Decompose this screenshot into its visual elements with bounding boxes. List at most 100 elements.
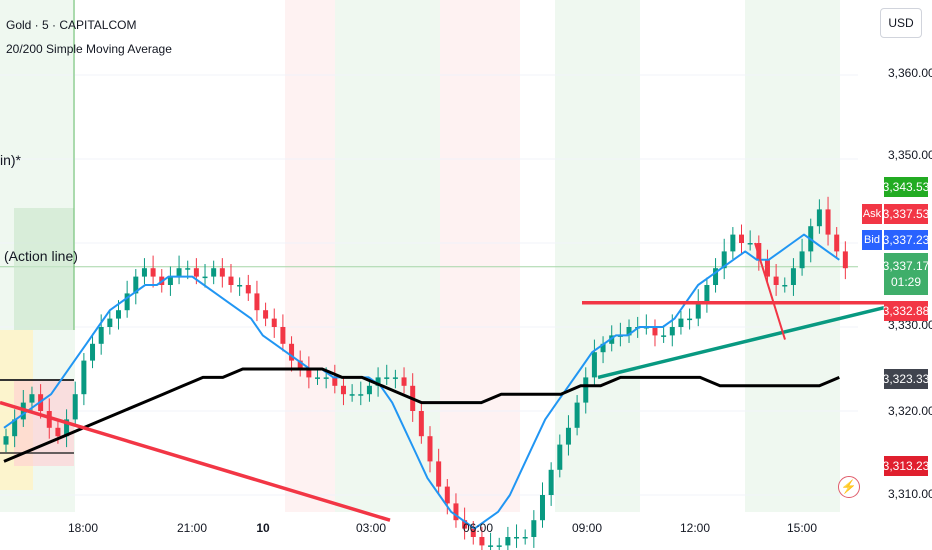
candle-body — [514, 537, 520, 539]
candle-body — [228, 276, 234, 285]
price-tick: 3,350.00 — [888, 148, 932, 162]
ma200-price-tag: 3,323.33 — [883, 369, 929, 389]
candle-body — [574, 402, 580, 428]
price-tick: 3,360.00 — [888, 66, 932, 80]
candle-body — [704, 285, 710, 302]
currency-button[interactable]: USD — [880, 8, 922, 38]
candle-body — [81, 360, 87, 395]
partial-text-drawing[interactable]: in)* — [0, 152, 22, 168]
candle-body — [661, 335, 667, 337]
candle-body — [418, 411, 424, 437]
candle-body — [505, 537, 511, 546]
candle-body — [436, 461, 442, 487]
candle-body — [133, 276, 139, 294]
candle-body — [323, 377, 329, 379]
candle-body — [46, 411, 52, 428]
teal-ascending-trendline — [597, 305, 885, 380]
candle-body — [64, 419, 70, 437]
candle-body — [479, 537, 485, 546]
candle-body — [375, 377, 381, 386]
session-backgrounds — [0, 0, 840, 512]
bid-label: Bid — [862, 230, 882, 250]
symbol-title[interactable]: Gold · 5 · CAPITALCOM — [6, 18, 137, 32]
candle-body — [90, 343, 96, 361]
candle-body — [297, 360, 303, 369]
candle-body — [462, 520, 468, 529]
candle-body — [193, 268, 199, 277]
candle-body — [583, 377, 589, 403]
candle-body — [263, 310, 269, 319]
candle-body — [834, 234, 840, 252]
candle-body — [756, 243, 762, 260]
low-price-tag: 3,313.23 — [883, 456, 929, 476]
candle-body — [695, 301, 701, 319]
candle-body — [565, 427, 571, 445]
candle-body — [55, 427, 61, 437]
candle-body — [713, 268, 719, 285]
candle-body — [340, 385, 346, 395]
action-line-label[interactable]: (Action line) — [4, 248, 78, 264]
red-line-price-tag: 3,332.88 — [883, 301, 929, 321]
time-label: 12:00 — [679, 521, 711, 535]
candle-body — [306, 369, 312, 378]
candle-body — [652, 327, 658, 336]
time-label: 21:00 — [176, 521, 208, 535]
current-price-tag: 3,337.17 01:29 — [882, 253, 930, 295]
session-band — [335, 0, 440, 512]
candle-body — [427, 436, 433, 462]
candle-body — [176, 268, 182, 277]
candle-body — [167, 276, 173, 285]
candle-body — [799, 251, 805, 269]
price-tick: 3,310.00 — [888, 487, 932, 501]
candle-body — [496, 545, 502, 547]
candle-body — [600, 343, 606, 353]
candle-body — [211, 268, 217, 277]
candle-body — [141, 268, 147, 277]
candle-body — [150, 268, 156, 277]
candle-body — [401, 377, 407, 386]
session-band — [555, 0, 640, 512]
candle-body — [557, 444, 563, 470]
candle-body — [764, 259, 770, 277]
session-band — [285, 0, 335, 512]
candle-body — [739, 234, 745, 243]
price-tick: 3,330.00 — [888, 318, 932, 332]
candle-body — [349, 394, 355, 396]
candle-body — [245, 285, 251, 294]
ask-price-tag: 3,337.53 — [883, 204, 929, 224]
moving-averages — [3, 233, 840, 530]
candle-body — [669, 327, 675, 336]
candle-body — [721, 251, 727, 269]
candle-body — [219, 268, 225, 277]
candle-body — [730, 234, 736, 252]
candle-body — [107, 318, 113, 327]
indicator-title[interactable]: 20/200 Simple Moving Average — [6, 42, 172, 56]
candle-body — [289, 343, 295, 361]
bar-countdown: 01:29 — [890, 275, 922, 289]
ma200-line — [3, 367, 840, 463]
time-label: 10 — [256, 521, 270, 535]
candle-body — [72, 394, 78, 420]
candle-body — [488, 545, 494, 547]
lightning-icon[interactable]: ⚡ — [838, 476, 860, 498]
time-label: 18:00 — [67, 521, 99, 535]
ask-label: Ask — [862, 204, 882, 224]
grid — [0, 74, 858, 496]
current-price: 3,337.17 — [882, 259, 930, 273]
candle-body — [782, 285, 788, 287]
candle-body — [392, 377, 398, 379]
candle-body — [358, 394, 364, 396]
candle-body — [626, 327, 632, 336]
time-label: 06:00 — [462, 521, 494, 535]
time-label: 03:00 — [355, 521, 387, 535]
candle-body — [773, 276, 779, 285]
candle-body — [678, 318, 684, 327]
candle-body — [366, 385, 372, 395]
candle-body — [254, 293, 260, 311]
candle-body — [470, 528, 476, 537]
long-position-zone — [14, 208, 74, 330]
candle-body — [29, 394, 35, 403]
red-short-trendline — [754, 242, 786, 340]
candle-body — [687, 318, 693, 321]
